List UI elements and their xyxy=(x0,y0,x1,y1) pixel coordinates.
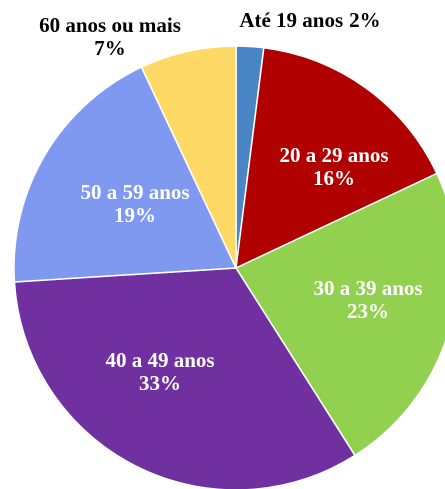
pie-slice xyxy=(13,267,356,489)
value-label: 19% xyxy=(114,203,156,227)
value-label: 7% xyxy=(94,36,126,60)
value-label: 16% xyxy=(313,166,355,190)
pie-slice xyxy=(13,66,238,283)
category-label: 60 anos ou mais xyxy=(39,13,181,37)
slice-label: Até 19 anos 2% xyxy=(239,8,380,32)
category-label: 20 a 29 anos xyxy=(279,143,388,167)
category-label: 40 a 49 anos xyxy=(105,348,214,372)
category-label: 30 a 39 anos xyxy=(313,276,422,300)
value-label: 23% xyxy=(347,299,389,323)
pie-slice xyxy=(140,45,237,269)
pie-slice xyxy=(235,46,438,270)
category-label: Até 19 anos xyxy=(239,8,343,32)
value-label: 2% xyxy=(349,8,381,32)
value-label: 33% xyxy=(139,371,181,395)
category-label: 50 a 59 anos xyxy=(80,180,189,204)
pie-slice xyxy=(234,172,445,457)
